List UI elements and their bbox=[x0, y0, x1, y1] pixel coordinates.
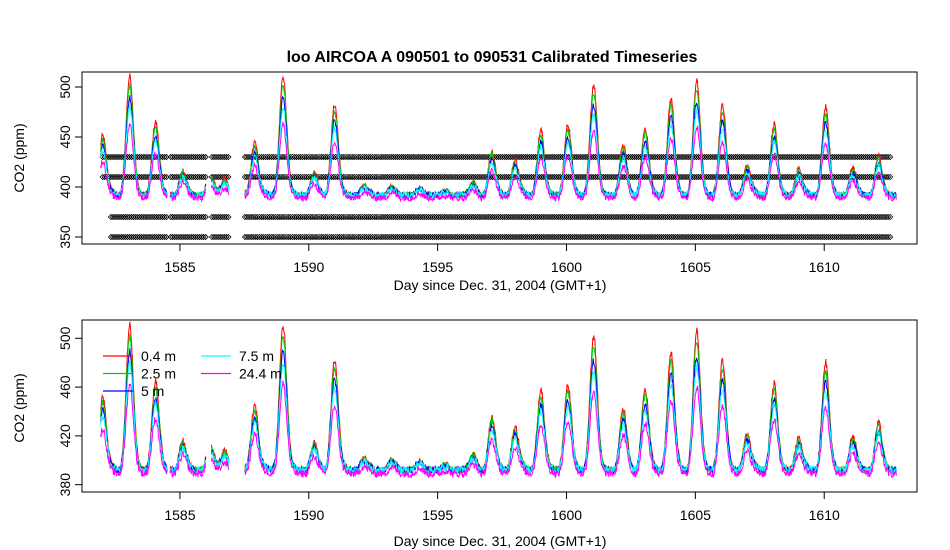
x-tick-label: 1590 bbox=[293, 259, 324, 275]
y-tick-label: 350 bbox=[57, 225, 73, 249]
flag-marker-row bbox=[99, 173, 894, 181]
flag-marker-row bbox=[107, 213, 894, 221]
x-tick-label: 1590 bbox=[293, 507, 324, 523]
top-y-ticks: 350 400 450 500 bbox=[57, 75, 82, 249]
x-tick-label: 1585 bbox=[164, 507, 195, 523]
legend: 0.4 m 2.5 m5 m 7.5 m 24.4 m bbox=[103, 348, 282, 399]
series-line-7-5-m bbox=[100, 105, 897, 200]
legend-label: 7.5 m bbox=[239, 348, 274, 364]
y-tick-label: 460 bbox=[57, 375, 73, 399]
series-line-24-4-m bbox=[100, 380, 897, 479]
y-tick-label: 500 bbox=[57, 75, 73, 99]
top-series-lines bbox=[100, 73, 897, 203]
series-line-7-5-m bbox=[100, 360, 897, 476]
y-tick-label: 380 bbox=[57, 473, 73, 497]
flag-markers bbox=[99, 153, 894, 241]
bottom-y-ticks: 380 420 460 500 bbox=[57, 326, 82, 496]
bottom-x-axis-label: Day since Dec. 31, 2004 (GMT+1) bbox=[394, 533, 607, 549]
legend-label: 0.4 m bbox=[141, 348, 176, 364]
bottom-x-ticks: 1585 1590 1595 1600 1605 1610 bbox=[164, 492, 840, 523]
legend-label: 2.5 m bbox=[141, 366, 176, 382]
top-x-axis-label: Day since Dec. 31, 2004 (GMT+1) bbox=[394, 277, 607, 293]
bottom-plot-frame bbox=[81, 319, 918, 493]
x-tick-label: 1600 bbox=[551, 259, 582, 275]
x-tick-label: 1605 bbox=[680, 507, 711, 523]
y-tick-label: 500 bbox=[57, 326, 73, 350]
x-tick-label: 1605 bbox=[680, 259, 711, 275]
top-x-ticks: 1585 1590 1595 1600 1605 1610 bbox=[164, 244, 840, 275]
x-tick-label: 1610 bbox=[809, 259, 840, 275]
bottom-panel: 380 420 460 500 1585 1590 1595 1600 1605 1610 Da… bbox=[11, 319, 918, 549]
series-line-24-4-m bbox=[100, 121, 897, 203]
flag-marker-row bbox=[107, 233, 894, 241]
top-panel: 350 400 450 500 1585 1590 1595 1600 1605 1610 Da… bbox=[11, 71, 918, 293]
bottom-series-lines bbox=[100, 321, 897, 479]
x-tick-label: 1610 bbox=[809, 507, 840, 523]
legend-label: 5 m bbox=[141, 383, 164, 399]
chart-title: loo AIRCOA A 090501 to 090531 Calibrated… bbox=[287, 49, 698, 66]
y-tick-label: 420 bbox=[57, 424, 73, 448]
top-y-axis-label: CO2 (ppm) bbox=[11, 123, 27, 192]
series-line-0-4-m bbox=[100, 321, 897, 476]
x-tick-label: 1595 bbox=[422, 259, 453, 275]
y-tick-label: 450 bbox=[57, 125, 73, 149]
top-plot-frame bbox=[81, 71, 918, 245]
x-tick-label: 1585 bbox=[164, 259, 195, 275]
legend-label: 24.4 m bbox=[239, 366, 282, 382]
bottom-y-axis-label: CO2 (ppm) bbox=[11, 373, 27, 442]
x-tick-label: 1595 bbox=[422, 507, 453, 523]
x-tick-label: 1600 bbox=[551, 507, 582, 523]
y-tick-label: 400 bbox=[57, 175, 73, 199]
